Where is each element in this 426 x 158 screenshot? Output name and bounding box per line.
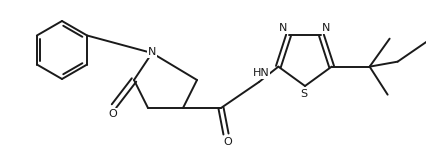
Text: S: S: [300, 89, 307, 99]
Text: O: O: [223, 137, 232, 147]
Text: HN: HN: [252, 68, 269, 78]
Text: N: N: [147, 47, 156, 57]
Text: N: N: [279, 23, 287, 33]
Text: O: O: [108, 109, 117, 119]
Text: N: N: [322, 23, 330, 33]
